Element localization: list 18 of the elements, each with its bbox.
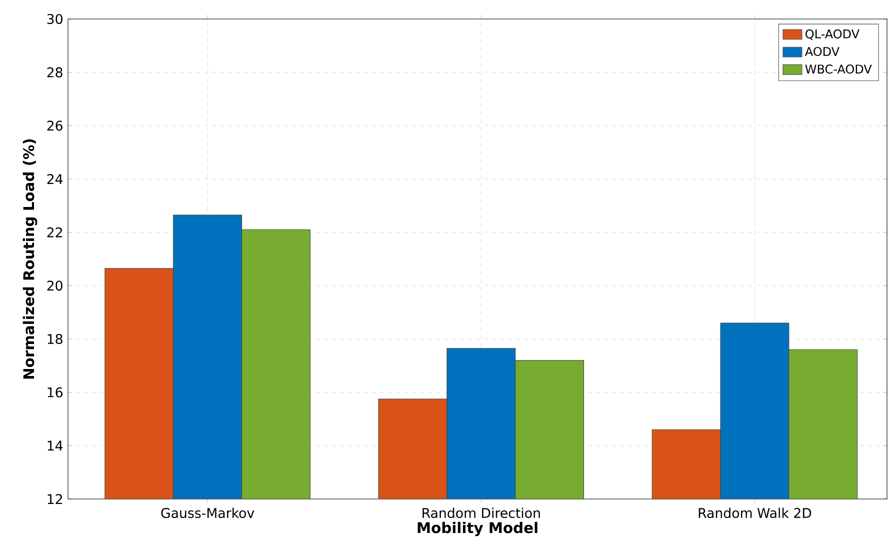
legend-label: WBC-AODV <box>805 64 872 74</box>
y-tick-label: 22 <box>47 227 62 238</box>
y-axis-title: Normalized Routing Load (%) <box>22 139 38 379</box>
legend-label: QL-AODV <box>806 29 860 40</box>
y-tick-label: 28 <box>47 67 62 78</box>
y-tick-label: 20 <box>47 280 62 291</box>
x-axis-title: Mobility Model <box>418 522 538 536</box>
y-tick-label: 24 <box>47 174 63 184</box>
y-tick-label: 12 <box>48 494 62 504</box>
x-tick-label: Gauss-Markov <box>161 508 254 518</box>
y-tick-label: 30 <box>47 14 62 24</box>
legend-label: AODV <box>804 46 840 56</box>
y-tick-label: 16 <box>48 387 62 398</box>
y-tick-label: 18 <box>48 334 62 344</box>
x-tick-label: Random Direction <box>422 508 540 518</box>
y-tick-label: 26 <box>47 120 62 131</box>
x-tick-label: Random Walk 2D <box>698 508 812 518</box>
y-tick-label: 14 <box>48 440 63 451</box>
